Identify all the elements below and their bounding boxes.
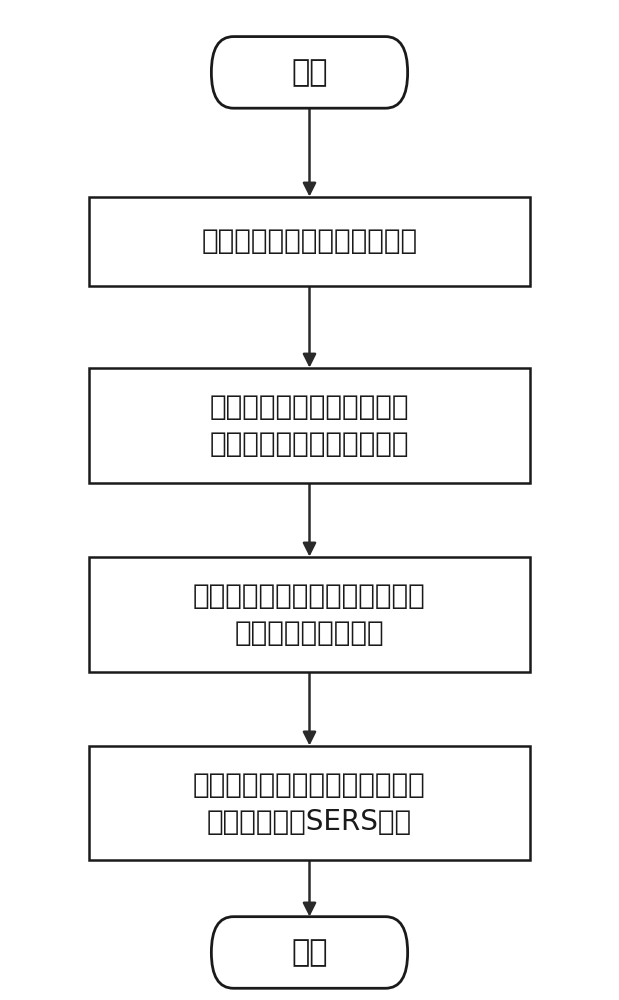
FancyBboxPatch shape: [89, 557, 530, 672]
FancyBboxPatch shape: [89, 368, 530, 483]
Text: 开始: 开始: [292, 58, 327, 87]
FancyBboxPatch shape: [211, 917, 408, 988]
FancyBboxPatch shape: [89, 197, 530, 286]
FancyBboxPatch shape: [89, 746, 530, 860]
FancyBboxPatch shape: [211, 37, 408, 108]
Text: 在激光倏逝驻波光斑上聚焦沉积
贵金属纳米颗粒阵列: 在激光倏逝驻波光斑上聚焦沉积 贵金属纳米颗粒阵列: [193, 582, 426, 647]
Text: 完成: 完成: [292, 938, 327, 967]
Text: 制备贵金属纳米颗粒胶体溶液: 制备贵金属纳米颗粒胶体溶液: [201, 227, 418, 255]
Text: 初步制成的基底经过去离子水清
洗后即得成品SERS基底: 初步制成的基底经过去离子水清 洗后即得成品SERS基底: [193, 771, 426, 836]
Text: 在倒置的玻璃正四棱台上构
建激光倏逝驻波，辐照光斑: 在倒置的玻璃正四棱台上构 建激光倏逝驻波，辐照光斑: [210, 393, 409, 458]
